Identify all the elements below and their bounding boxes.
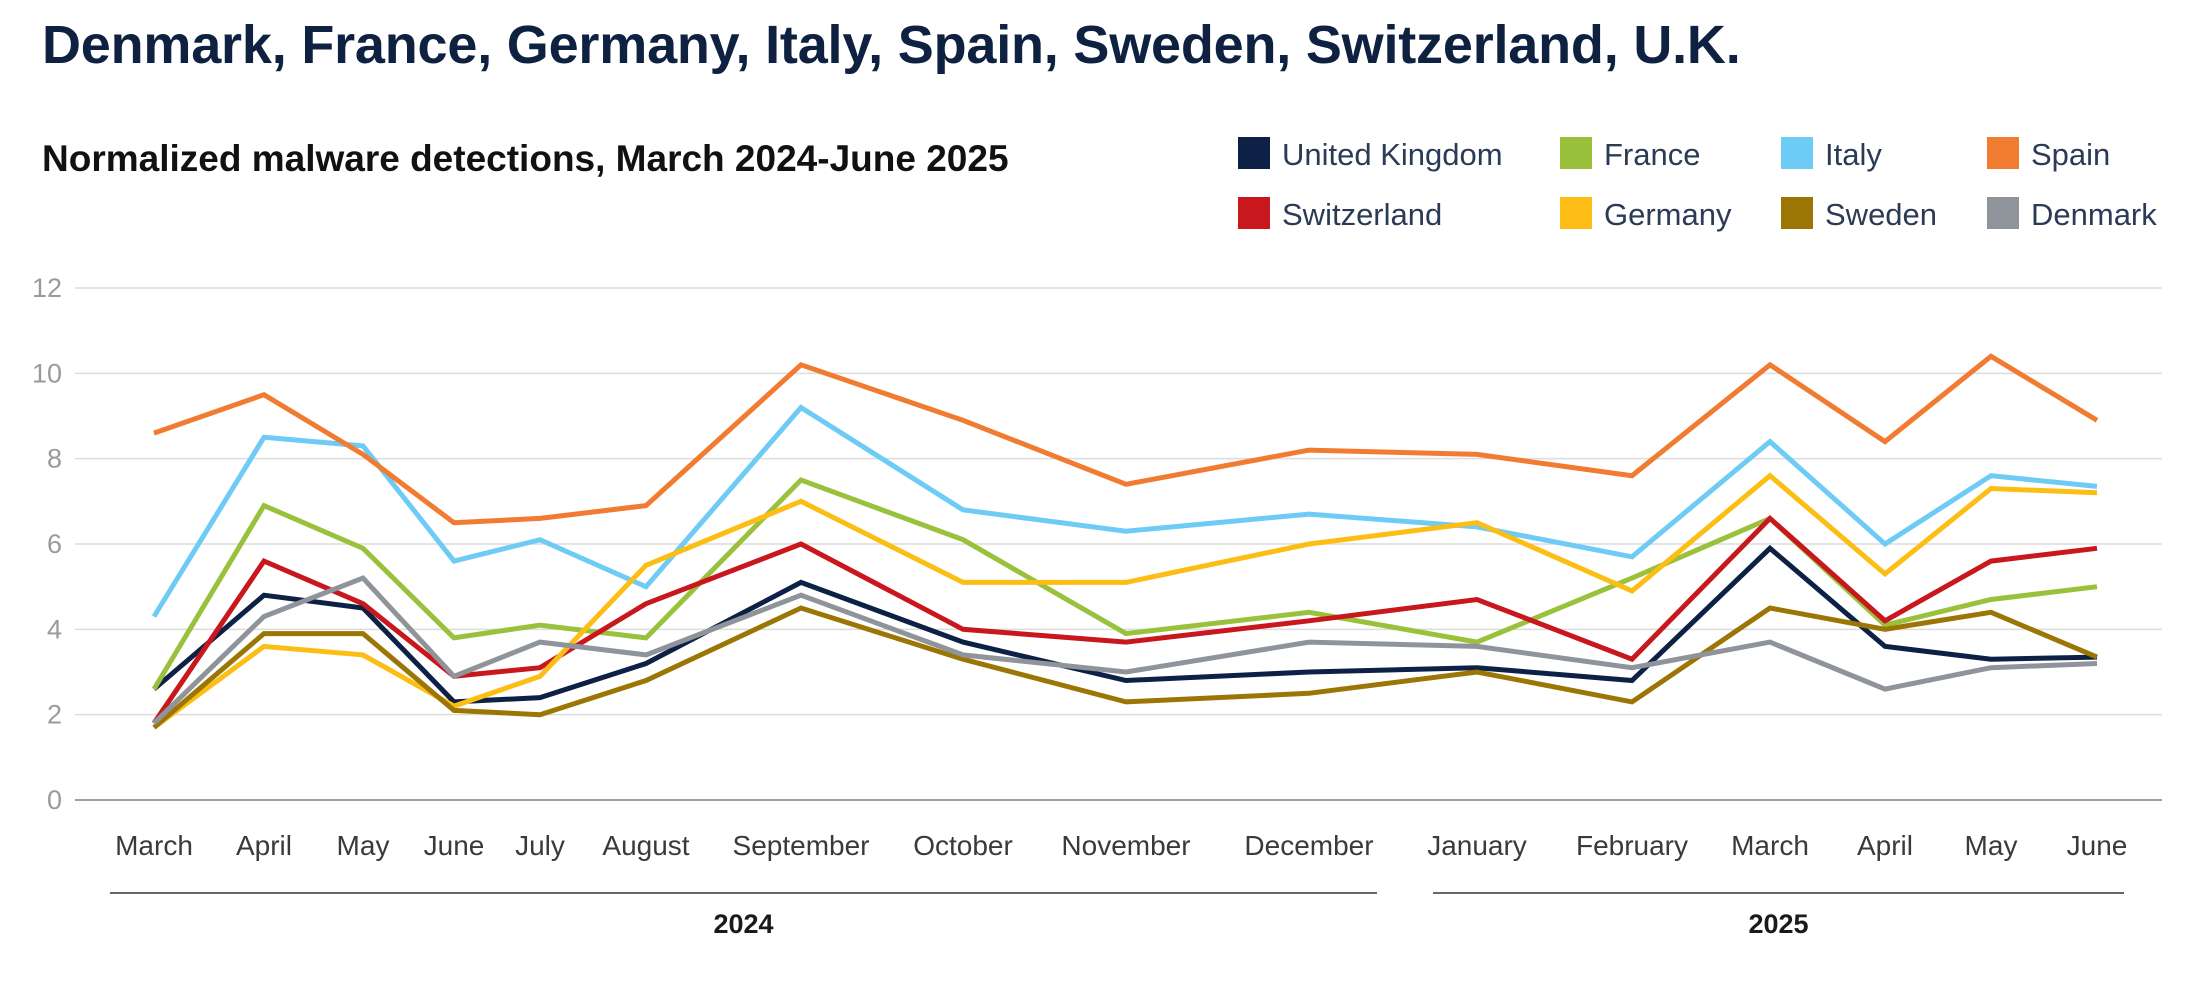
legend-label: Italy: [1825, 137, 1882, 172]
x-tick-label: August: [602, 830, 689, 861]
series-line-spain: [153, 353, 2099, 526]
legend: United Kingdom France Italy Spain Switzerlan…: [1238, 137, 2157, 232]
legend-item-germany: Germany: [1560, 197, 1732, 232]
year-groups: 2024 2025: [110, 892, 2124, 939]
series-line-italy: [151, 404, 2098, 618]
x-tick-label: April: [1857, 830, 1913, 861]
x-tick-label: May: [1965, 830, 2018, 861]
x-tick-label: June: [2067, 830, 2128, 861]
x-tick-label: November: [1061, 830, 1190, 861]
page-title: Denmark, France, Germany, Italy, Spain, …: [42, 15, 1741, 75]
series-line-switzerland: [151, 514, 2098, 725]
chart-title: Normalized malware detections, March 202…: [42, 138, 1009, 179]
legend-item-sweden: Sweden: [1781, 197, 1937, 232]
legend-item-switzerland: Switzerland: [1238, 197, 1442, 232]
year-label: 2025: [1748, 909, 1808, 939]
y-tick-label: 2: [47, 700, 62, 730]
x-tick-label: March: [1731, 830, 1809, 861]
y-tick-label: 12: [32, 273, 62, 303]
y-tick-label: 10: [32, 358, 62, 388]
legend-label: United Kingdom: [1282, 137, 1503, 172]
series-line-denmark: [152, 575, 2098, 725]
x-tick-label: September: [733, 830, 870, 861]
legend-item-france: France: [1560, 137, 1700, 172]
legend-label: Germany: [1604, 197, 1732, 232]
y-tick-label: 6: [47, 529, 62, 559]
legend-item-spain: Spain: [1987, 137, 2110, 172]
y-tick-label: 4: [47, 614, 62, 644]
x-tick-label: January: [1427, 830, 1527, 861]
legend-swatch: [1560, 197, 1592, 229]
y-tick-label: 0: [47, 785, 62, 815]
legend-item-denmark: Denmark: [1987, 197, 2157, 232]
x-tick-label: June: [424, 830, 485, 861]
series-line-germany: [152, 472, 2098, 730]
y-tick-label: 8: [47, 444, 62, 474]
x-tick-label: May: [337, 830, 390, 861]
legend-label: Spain: [2031, 137, 2110, 172]
legend-item-italy: Italy: [1781, 137, 1882, 172]
x-tick-label: February: [1576, 830, 1688, 861]
legend-swatch: [1781, 197, 1813, 229]
legend-swatch: [1987, 197, 2019, 229]
legend-label: Denmark: [2031, 197, 2157, 232]
legend-item-united-kingdom: United Kingdom: [1238, 137, 1503, 172]
x-tick-label: October: [913, 830, 1013, 861]
legend-swatch: [1238, 137, 1270, 169]
series-line-united-kingdom: [152, 544, 2098, 705]
legend-swatch: [1781, 137, 1813, 169]
x-tick-label: April: [236, 830, 292, 861]
x-axis: March April May June July August September Octo…: [115, 830, 2127, 861]
x-tick-label: March: [115, 830, 193, 861]
legend-label: Sweden: [1825, 197, 1937, 232]
series-line-sweden: [152, 605, 2098, 730]
legend-swatch: [1987, 137, 2019, 169]
legend-swatch: [1560, 137, 1592, 169]
y-axis: 0 2 4 6 8 10 12: [32, 273, 62, 815]
legend-label: Switzerland: [1282, 197, 1442, 232]
series-lines: [151, 353, 2099, 730]
x-tick-label: July: [515, 830, 565, 861]
year-label: 2024: [713, 909, 773, 939]
x-tick-label: December: [1244, 830, 1373, 861]
legend-label: France: [1604, 137, 1700, 172]
legend-swatch: [1238, 197, 1270, 229]
